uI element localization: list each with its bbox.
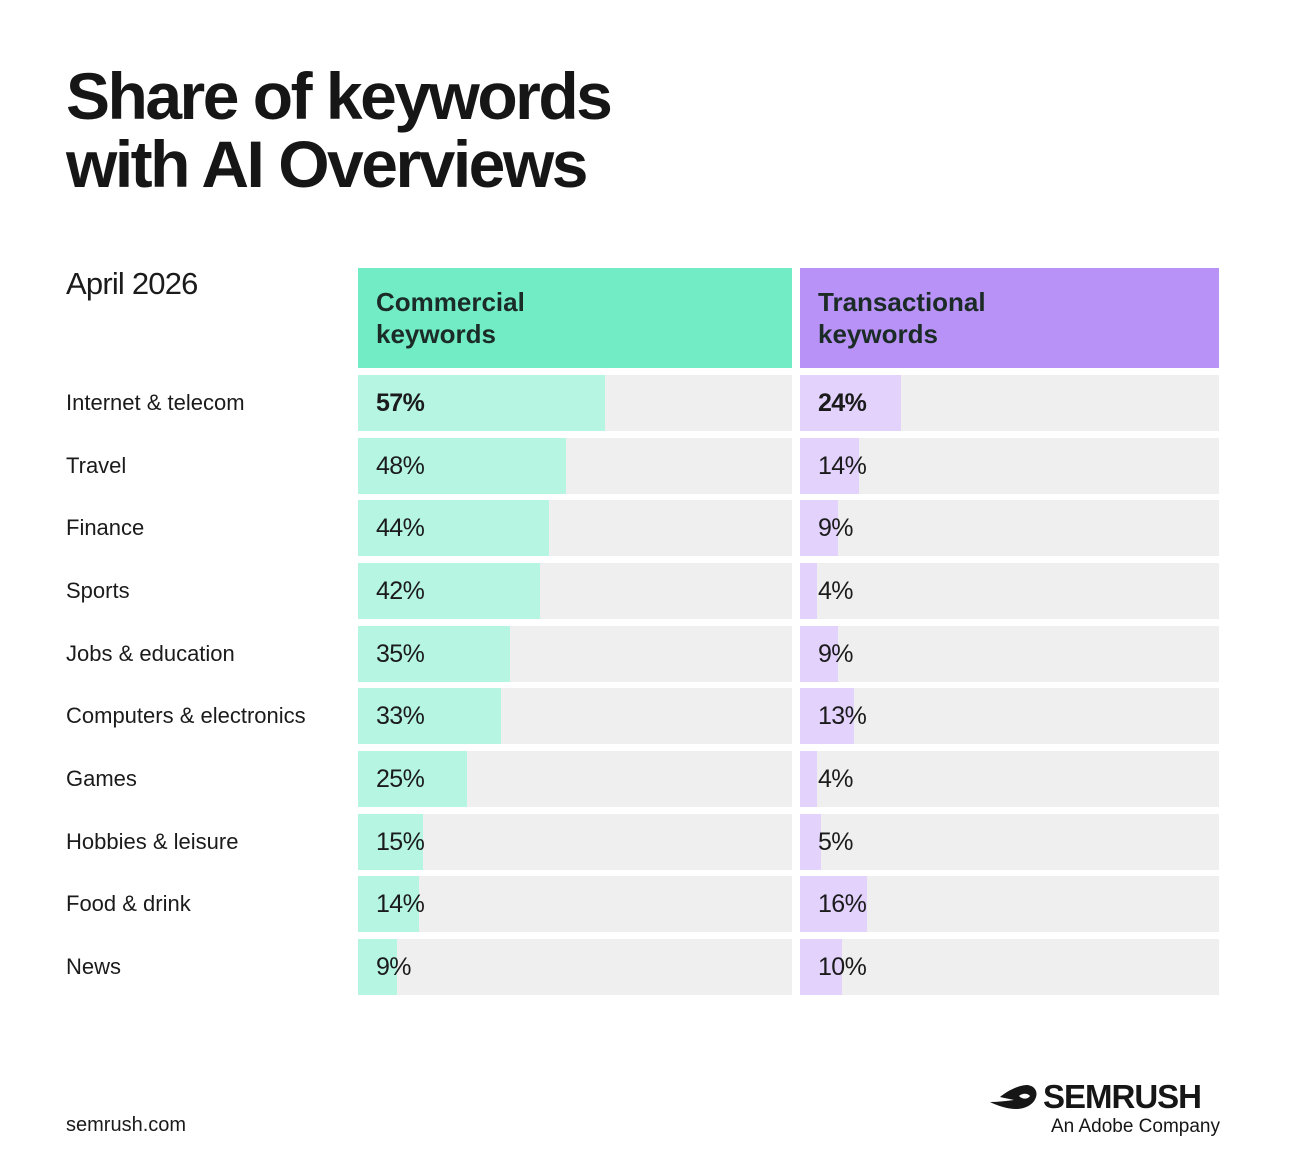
transactional-bar-track: 13% bbox=[800, 688, 1219, 744]
chart-title-line-1: Share of keywords bbox=[66, 59, 613, 133]
transactional-bar-track: 4% bbox=[800, 563, 1219, 619]
commercial-bar bbox=[358, 563, 541, 619]
transactional-value-label: 9% bbox=[818, 514, 854, 542]
commercial-value-label: 48% bbox=[376, 452, 425, 480]
transactional-bar bbox=[800, 814, 821, 870]
transactional-bar-track: 24% bbox=[800, 375, 1219, 431]
commercial-bar-track: 42% bbox=[358, 563, 792, 619]
column-header-transactional-line-1: Transactional bbox=[818, 287, 986, 317]
column-header-commercial: Commercial keywords bbox=[358, 268, 792, 368]
commercial-value-label: 15% bbox=[376, 828, 425, 856]
transactional-value-label: 14% bbox=[818, 452, 867, 480]
category-label: Finance bbox=[66, 515, 145, 540]
column-header-transactional-line-2: keywords bbox=[818, 319, 938, 349]
chart-title-line-2: with AI Overviews bbox=[66, 127, 588, 201]
transactional-bar bbox=[800, 939, 842, 995]
commercial-bar bbox=[358, 751, 467, 807]
category-label: Computers & electronics bbox=[66, 703, 306, 728]
transactional-value-label: 5% bbox=[818, 828, 854, 856]
transactional-value-label: 24% bbox=[818, 389, 867, 417]
category-label: Hobbies & leisure bbox=[66, 829, 239, 854]
column-header-transactional: Transactional keywords bbox=[800, 268, 1219, 368]
transactional-bar bbox=[800, 626, 838, 682]
commercial-value-label: 33% bbox=[376, 702, 425, 730]
transactional-bar-track: 5% bbox=[800, 814, 1219, 870]
footer-url[interactable]: semrush.com bbox=[66, 1114, 187, 1136]
commercial-bar bbox=[358, 939, 398, 995]
commercial-bar-track: 25% bbox=[358, 751, 792, 807]
period-label: April 2026 bbox=[66, 266, 198, 301]
transactional-bar-track: 9% bbox=[800, 626, 1219, 682]
commercial-bar-track: 15% bbox=[358, 814, 792, 870]
commercial-value-label: 57% bbox=[376, 389, 425, 417]
commercial-bar-track: 35% bbox=[358, 626, 792, 682]
transactional-value-label: 9% bbox=[818, 640, 854, 668]
commercial-value-label: 42% bbox=[376, 577, 425, 605]
commercial-value-label: 14% bbox=[376, 890, 425, 918]
commercial-bar bbox=[358, 375, 606, 431]
commercial-bar bbox=[358, 814, 424, 870]
transactional-bar-track: 4% bbox=[800, 751, 1219, 807]
category-label: Food & drink bbox=[66, 891, 191, 916]
category-label: News bbox=[66, 954, 122, 979]
transactional-bar-track: 16% bbox=[800, 876, 1219, 932]
commercial-bar bbox=[358, 876, 419, 932]
commercial-value-label: 35% bbox=[376, 640, 425, 668]
transactional-bar-track: 9% bbox=[800, 500, 1219, 556]
brand-name: SEMRUSH bbox=[1043, 1078, 1202, 1115]
category-label: Games bbox=[66, 766, 137, 791]
commercial-bar-track: 48% bbox=[358, 438, 792, 494]
transactional-bar bbox=[800, 500, 838, 556]
commercial-bar-track: 9% bbox=[358, 939, 792, 995]
transactional-value-label: 16% bbox=[818, 890, 867, 918]
commercial-bar bbox=[358, 688, 502, 744]
semrush-flame-icon bbox=[990, 1085, 1037, 1109]
commercial-bar bbox=[358, 500, 549, 556]
transactional-bar bbox=[800, 375, 901, 431]
brand-tagline: An Adobe Company bbox=[1050, 1116, 1220, 1137]
transactional-bar bbox=[800, 688, 855, 744]
transactional-bar bbox=[800, 438, 859, 494]
transactional-value-label: 4% bbox=[818, 765, 854, 793]
transactional-bar bbox=[800, 563, 817, 619]
transactional-bar bbox=[800, 751, 817, 807]
category-label: Jobs & education bbox=[66, 641, 235, 666]
transactional-value-label: 10% bbox=[818, 953, 867, 981]
category-label: Sports bbox=[66, 578, 130, 603]
commercial-bar bbox=[358, 438, 567, 494]
category-label: Internet & telecom bbox=[66, 390, 245, 415]
transactional-value-label: 4% bbox=[818, 577, 854, 605]
commercial-bar bbox=[358, 626, 510, 682]
chart-title: Share of keywords with AI Overviews bbox=[66, 62, 786, 198]
commercial-value-label: 44% bbox=[376, 514, 425, 542]
commercial-bar-track: 14% bbox=[358, 876, 792, 932]
category-label: Travel bbox=[66, 453, 127, 478]
commercial-bar-track: 44% bbox=[358, 500, 792, 556]
column-header-commercial-line-2: keywords bbox=[376, 319, 496, 349]
transactional-bar-track: 14% bbox=[800, 438, 1219, 494]
commercial-bar-track: 33% bbox=[358, 688, 792, 744]
column-header-commercial-line-1: Commercial bbox=[376, 287, 525, 317]
commercial-value-label: 25% bbox=[376, 765, 425, 793]
transactional-bar-track: 10% bbox=[800, 939, 1219, 995]
commercial-value-label: 9% bbox=[376, 953, 412, 981]
transactional-value-label: 13% bbox=[818, 702, 867, 730]
brand-logo: SEMRUSH An Adobe Company bbox=[988, 1078, 1220, 1142]
commercial-bar-track: 57% bbox=[358, 375, 792, 431]
transactional-bar bbox=[800, 876, 868, 932]
